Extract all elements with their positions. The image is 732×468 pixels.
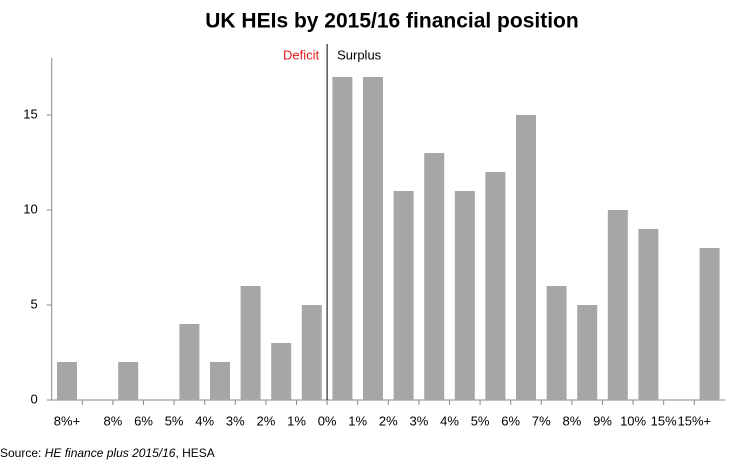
bar: [179, 324, 200, 400]
y-tick-label: 10: [23, 201, 37, 216]
bar: [210, 362, 230, 400]
bar: [638, 229, 659, 400]
x-tick-label: 2%: [257, 413, 276, 428]
bar: [271, 343, 292, 400]
bar: [607, 210, 628, 400]
x-tick-label: 3%: [226, 413, 245, 428]
bar: [118, 362, 139, 400]
y-tick-label: 5: [30, 296, 37, 311]
y-tick-label: 0: [30, 391, 37, 406]
bar: [577, 305, 598, 400]
source: Source: HE finance plus 2015/16, HESA: [0, 446, 215, 460]
x-tick-label: 8%+: [54, 413, 80, 428]
x-tick-label: 6%: [501, 413, 520, 428]
bar: [424, 153, 445, 400]
annotation: Deficit: [283, 47, 320, 62]
bar: [332, 77, 353, 400]
bar: [393, 191, 414, 400]
annotation: Surplus: [337, 47, 382, 62]
source-title: HE finance plus 2015/16: [45, 446, 176, 460]
x-tick-label: 1%: [348, 413, 367, 428]
source-prefix: Source:: [0, 446, 45, 460]
x-tick-label: 4%: [195, 413, 214, 428]
x-tick-label: 5%: [471, 413, 490, 428]
bar: [485, 172, 506, 400]
x-tick-label: 15%: [651, 413, 677, 428]
source-suffix: , HESA: [175, 446, 214, 460]
x-tick-label: 15%+: [677, 413, 711, 428]
bar: [454, 191, 475, 400]
x-tick-label: 8%: [104, 413, 123, 428]
x-tick-label: 4%: [440, 413, 459, 428]
x-tick-label: 0%: [318, 413, 337, 428]
x-tick-label: 8%: [563, 413, 582, 428]
bar: [363, 77, 383, 400]
x-tick-label: 7%: [532, 413, 551, 428]
x-tick-label: 3%: [410, 413, 429, 428]
y-tick-label: 15: [23, 106, 37, 121]
bar: [57, 362, 77, 400]
chart-title: UK HEIs by 2015/16 financial position: [205, 10, 578, 33]
bar: [301, 305, 322, 400]
bar: [699, 248, 720, 400]
bar: [240, 286, 261, 400]
x-tick-label: 1%: [287, 413, 306, 428]
bar: [546, 286, 567, 400]
x-tick-label: 10%: [620, 413, 646, 428]
x-tick-label: 6%: [134, 413, 153, 428]
bar: [516, 115, 536, 400]
x-tick-label: 2%: [379, 413, 398, 428]
x-tick-label: 9%: [593, 413, 612, 428]
x-tick-label: 5%: [165, 413, 184, 428]
